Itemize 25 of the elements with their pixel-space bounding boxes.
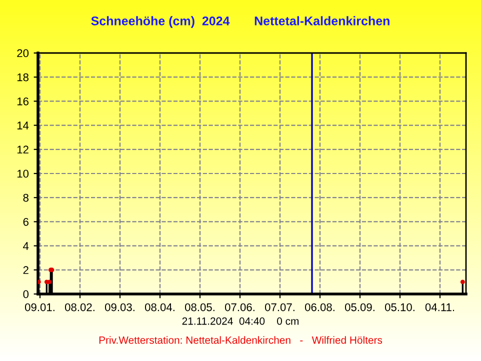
y-tick-label: 12 <box>17 146 28 154</box>
x-tick-label: 08.04. <box>144 303 174 312</box>
x-tick-label: 08.05. <box>184 303 214 312</box>
text: 21.11.2024 04:40 0 cm <box>182 317 299 325</box>
x-tick-label: 06.08. <box>304 303 334 312</box>
y-tick-label: 16 <box>17 97 28 106</box>
x-tick-label: 05.10. <box>384 303 414 312</box>
x-tick-label: 09.01. <box>24 303 54 312</box>
y-tick-label: 0 <box>23 290 29 298</box>
y-tick-label: 20 <box>17 49 29 58</box>
x-tick-label: 07.07. <box>264 303 294 312</box>
y-tick-label: 2 <box>23 266 28 274</box>
y-tick-label: 10 <box>17 170 29 178</box>
x-tick-label: 05.09. <box>344 303 374 312</box>
chart-title: Schneehöhe (cm) 2024 Nettetal-Kaldenkirchen <box>91 16 390 28</box>
y-tick-label: 14 <box>17 122 29 130</box>
x-tick-label: 07.06. <box>224 303 254 312</box>
x-tick-label: 04.11. <box>425 303 454 312</box>
x-tick-label: 09.03. <box>104 303 134 312</box>
y-tick-label: 18 <box>17 73 28 82</box>
y-tick-label: 6 <box>23 218 28 226</box>
text: Priv.Wetterstation: Nettetal-Kaldenkirchen - Wilfried Hölters <box>99 336 382 344</box>
y-tick-label: 4 <box>23 242 29 250</box>
x-tick-label: 08.02. <box>64 303 94 312</box>
y-tick-label: 8 <box>23 194 28 202</box>
